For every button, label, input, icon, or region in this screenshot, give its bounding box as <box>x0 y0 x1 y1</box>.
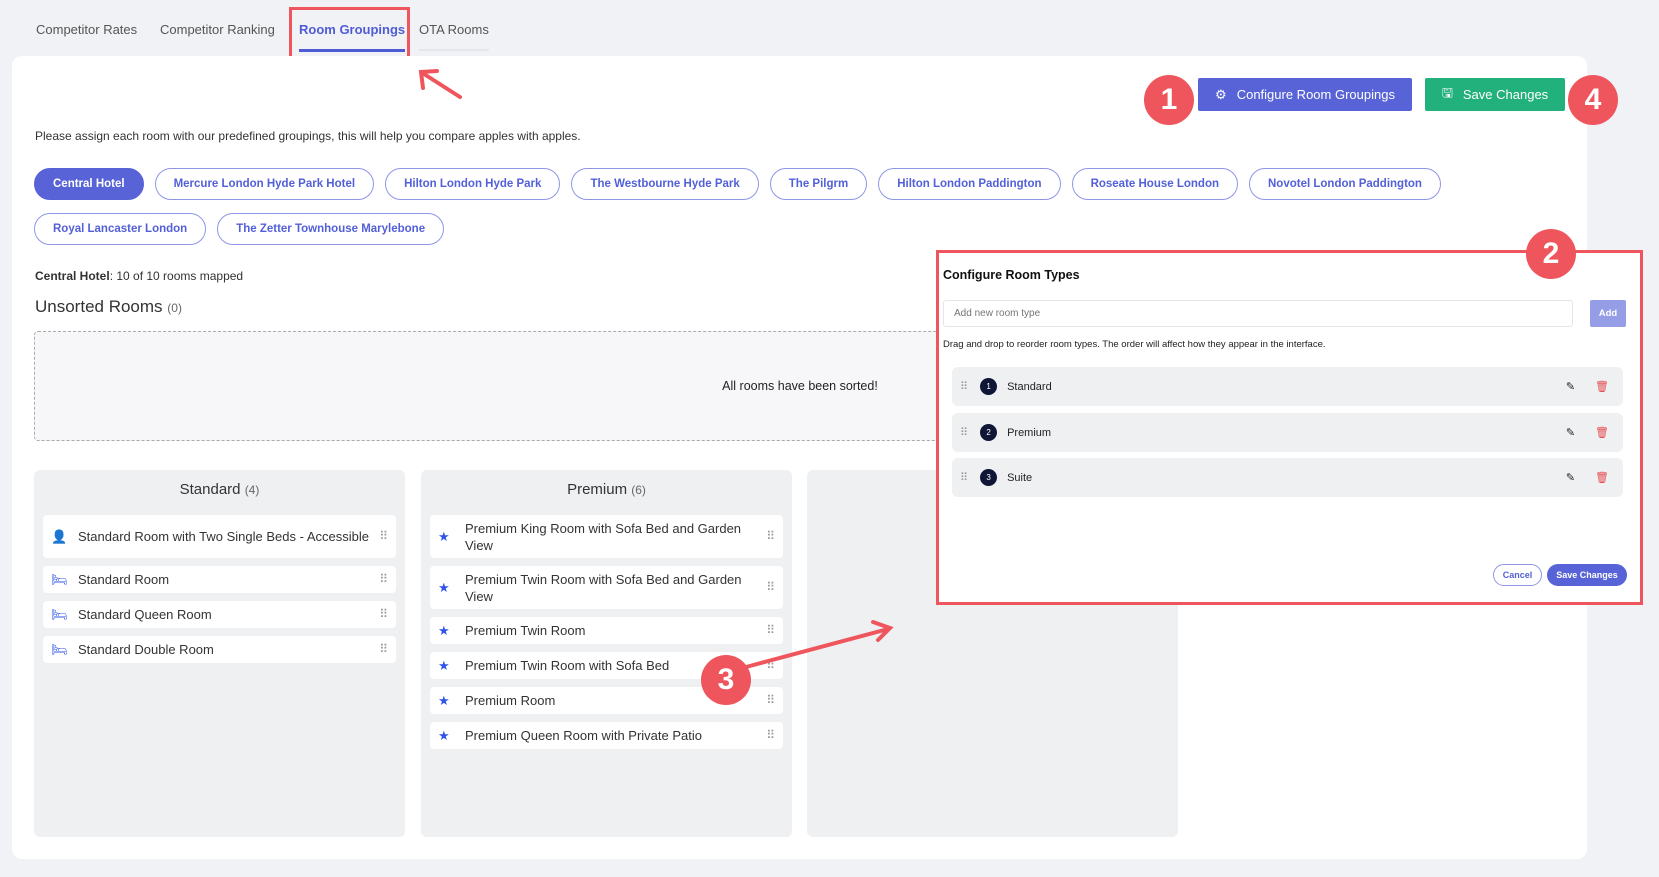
group-title: Premium (6) <box>567 481 646 498</box>
drag-handle-icon[interactable]: ⠿ <box>766 658 775 672</box>
reorder-hint: Drag and drop to reorder room types. The… <box>943 339 1326 350</box>
hotel-chip[interactable]: The Westbourne Hyde Park <box>571 168 759 200</box>
button-label: Configure Room Groupings <box>1236 87 1395 102</box>
tab-room-groupings[interactable]: Room Groupings <box>299 22 406 52</box>
configure-room-types-modal: Configure Room Types Add Drag and drop t… <box>936 250 1643 605</box>
drag-handle-icon[interactable]: ⠿ <box>379 607 388 621</box>
star-icon: ★ <box>438 658 450 673</box>
bed-icon: 🛏 <box>51 642 68 657</box>
bed-icon: 🛏 <box>51 607 68 622</box>
room-item[interactable]: ★ Premium Twin Room with Sofa Bed and Gar… <box>430 566 783 609</box>
hotel-chip[interactable]: Mercure London Hyde Park Hotel <box>154 168 375 200</box>
star-icon: ★ <box>438 728 450 743</box>
annotation-badge: 3 <box>701 655 751 705</box>
delete-icon[interactable]: 🗑 <box>1595 381 1609 393</box>
room-item[interactable]: ★ Premium Twin Room ⠿ <box>430 617 783 644</box>
delete-icon[interactable]: 🗑 <box>1595 472 1609 484</box>
edit-icon[interactable]: ✎ <box>1565 381 1576 393</box>
room-item[interactable]: 🛏 Standard Queen Room ⠿ <box>43 601 396 628</box>
button-label: Save Changes <box>1462 87 1549 102</box>
arrow-to-tab <box>422 72 462 99</box>
hotel-chip[interactable]: The Pilgrm <box>769 168 868 200</box>
tab-competitor-rates[interactable]: Competitor Rates <box>36 22 138 37</box>
drag-handle-icon[interactable]: ⠿ <box>766 580 775 594</box>
edit-icon[interactable]: ✎ <box>1565 472 1576 484</box>
room-item[interactable]: 🛏 Standard Room ⠿ <box>43 566 396 593</box>
drag-handle-icon[interactable]: ⠿ <box>960 472 969 484</box>
floppy-icon: 🖫 <box>1441 84 1453 100</box>
modal-save-button[interactable]: Save Changes <box>1547 564 1627 586</box>
room-type-row[interactable]: ⠿ 1 Standard ✎ 🗑 <box>952 367 1623 406</box>
bed-icon: 🛏 <box>51 572 68 587</box>
star-icon: ★ <box>438 580 450 595</box>
empty-message: All rooms have been sorted! <box>722 379 878 393</box>
hotel-chip[interactable]: The Zetter Townhouse Marylebone <box>217 213 445 245</box>
save-changes-button[interactable]: 🖫 Save Changes <box>1425 78 1565 111</box>
annotation-badge: 1 <box>1144 75 1194 125</box>
person-icon: 👤 <box>51 529 68 544</box>
hotel-chips: Central Hotel Mercure London Hyde Park H… <box>34 168 1464 245</box>
unsorted-label: Unsorted Rooms <box>35 297 163 316</box>
add-button[interactable]: Add <box>1590 300 1626 327</box>
unsorted-count: (0) <box>167 301 182 315</box>
delete-icon[interactable]: 🗑 <box>1595 427 1609 439</box>
description: Please assign each room with our predefi… <box>35 129 581 143</box>
hotel-chip[interactable]: Roseate House London <box>1071 168 1238 200</box>
room-item[interactable]: 🛏 Standard Double Room ⠿ <box>43 636 396 663</box>
star-icon: ★ <box>438 693 450 708</box>
drag-handle-icon[interactable]: ⠿ <box>766 693 775 707</box>
star-icon: ★ <box>438 529 450 544</box>
hotel-chip[interactable]: Royal Lancaster London <box>34 213 207 245</box>
drag-handle-icon[interactable]: ⠿ <box>766 728 775 742</box>
drag-handle-icon[interactable]: ⠿ <box>379 642 388 656</box>
annotation-badge: 4 <box>1568 75 1618 125</box>
tab-competitor-ranking[interactable]: Competitor Ranking <box>160 22 275 37</box>
star-icon: ★ <box>438 623 450 638</box>
drag-handle-icon[interactable]: ⠿ <box>379 529 388 543</box>
cancel-button[interactable]: Cancel <box>1493 564 1542 586</box>
tab-ota-rooms[interactable]: OTA Rooms <box>419 22 489 51</box>
room-item[interactable]: ★ Premium Queen Room with Private Patio ⠿ <box>430 722 783 749</box>
drag-handle-icon[interactable]: ⠿ <box>766 623 775 637</box>
room-item[interactable]: ★ Premium King Room with Sofa Bed and Gar… <box>430 515 783 558</box>
status-text: : 10 of 10 rooms mapped <box>109 269 244 283</box>
status-hotel: Central Hotel <box>35 269 110 283</box>
edit-icon[interactable]: ✎ <box>1565 427 1576 439</box>
group-title: Standard (4) <box>179 481 260 498</box>
unsorted-title: Unsorted Rooms (0) <box>35 297 182 317</box>
configure-room-groupings-button[interactable]: ⚙ Configure Room Groupings <box>1198 78 1412 111</box>
arrow-to-modal <box>744 627 890 669</box>
drag-handle-icon[interactable]: ⠿ <box>960 427 969 439</box>
room-type-row[interactable]: ⠿ 2 Premium ✎ 🗑 <box>952 413 1623 452</box>
drag-handle-icon[interactable]: ⠿ <box>960 381 969 393</box>
group-column-premium[interactable]: Premium (6) ★ Premium King Room with Sofa… <box>421 470 792 837</box>
room-item[interactable]: 👤 Standard Room with Two Single Beds - Ac… <box>43 515 396 558</box>
annotation-badge: 2 <box>1526 229 1576 279</box>
room-type-row[interactable]: ⠿ 3 Suite ✎ 🗑 <box>952 458 1623 497</box>
arrow-head <box>871 620 894 642</box>
mapping-status: Central Hotel: 10 of 10 rooms mapped <box>35 269 243 283</box>
group-column-standard[interactable]: Standard (4) 👤 Standard Room with Two Sin… <box>34 470 405 837</box>
hotel-chip[interactable]: Hilton London Paddington <box>878 168 1061 200</box>
modal-title: Configure Room Types <box>943 268 1080 282</box>
new-room-type-input[interactable] <box>943 300 1573 327</box>
drag-handle-icon[interactable]: ⠿ <box>379 572 388 586</box>
hotel-chip[interactable]: Novotel London Paddington <box>1249 168 1441 200</box>
gear-icon: ⚙ <box>1215 86 1227 102</box>
arrow-head <box>418 69 439 90</box>
drag-handle-icon[interactable]: ⠿ <box>766 529 775 543</box>
hotel-chip[interactable]: Hilton London Hyde Park <box>385 168 561 200</box>
hotel-chip[interactable]: Central Hotel <box>34 168 144 200</box>
